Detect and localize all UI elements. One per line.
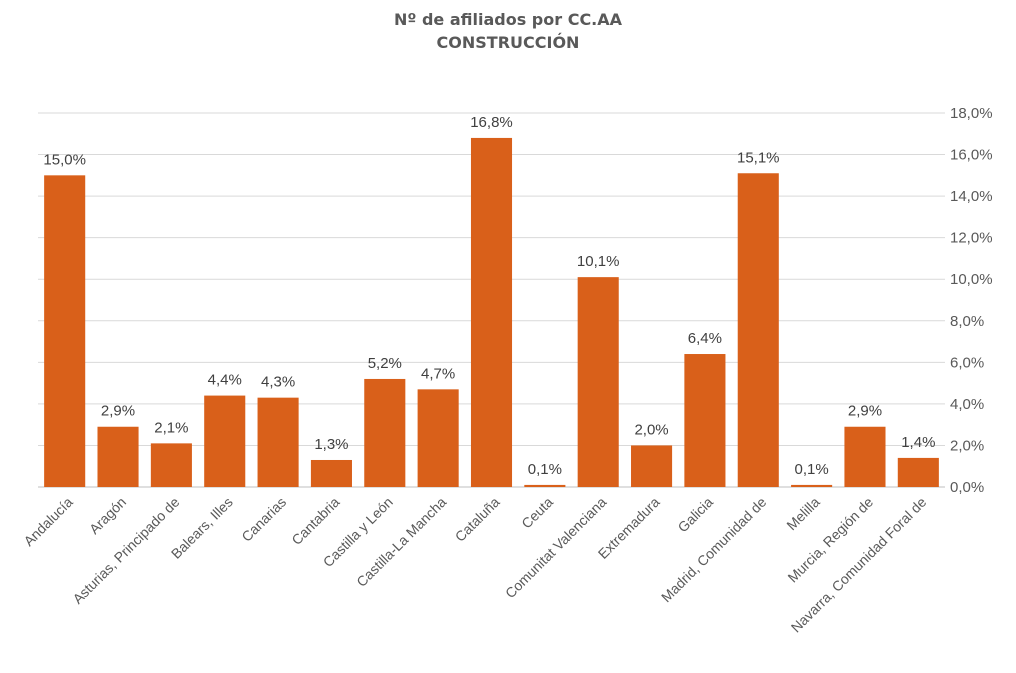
- bar: [470, 137, 513, 487]
- category-label: Cataluña: [452, 494, 503, 545]
- bar: [631, 445, 673, 487]
- category-label: Canarias: [238, 494, 289, 545]
- y-axis-tick-labels: 0,0% 2,0% 4,0% 6,0% 8,0% 10,0% 12,0% 14,0% 16,0%…: [950, 105, 993, 496]
- category-label: Cantabria: [288, 494, 342, 548]
- bar: [257, 397, 299, 487]
- y-tick-label: 10,0%: [950, 271, 993, 288]
- y-tick-label: 8,0%: [950, 313, 984, 330]
- category-label: Asturias, Principado de: [69, 494, 182, 607]
- data-label: 4,3%: [261, 374, 295, 391]
- category-label: Castilla-La Mancha: [353, 494, 449, 590]
- bar: [897, 457, 939, 487]
- data-label: 4,4%: [208, 372, 242, 389]
- y-tick-label: 12,0%: [950, 230, 993, 247]
- y-tick-label: 2,0%: [950, 437, 984, 454]
- y-tick-label: 14,0%: [950, 188, 993, 205]
- data-label: 4,7%: [421, 365, 455, 382]
- bar: [364, 378, 406, 487]
- bar: [791, 484, 833, 487]
- bar: [577, 277, 619, 487]
- bar: [417, 389, 459, 487]
- data-label: 2,1%: [154, 419, 188, 436]
- bar: [684, 354, 726, 487]
- data-label: 5,2%: [368, 355, 402, 372]
- bar: [44, 175, 86, 488]
- bar: [524, 484, 566, 487]
- data-label: 15,0%: [43, 151, 86, 168]
- data-label: 0,1%: [795, 461, 829, 478]
- bar: [150, 443, 192, 487]
- y-tick-label: 16,0%: [950, 147, 993, 164]
- data-label: 15,1%: [737, 149, 780, 166]
- category-label: Comunitat Valenciana: [502, 494, 610, 602]
- category-label: Galicia: [674, 494, 716, 536]
- data-label: 2,9%: [848, 403, 882, 420]
- data-label: 1,4%: [901, 434, 935, 451]
- category-label: Aragón: [86, 494, 129, 537]
- data-label: 16,8%: [470, 114, 513, 131]
- chart-title: Nº de afiliados por CC.AA: [393, 10, 623, 29]
- bar: [204, 395, 246, 487]
- y-tick-label: 4,0%: [950, 396, 984, 413]
- bars: [44, 137, 939, 488]
- data-label: 1,3%: [314, 436, 348, 453]
- data-label: 0,1%: [528, 461, 562, 478]
- bar: [310, 459, 352, 487]
- data-label: 2,0%: [634, 421, 668, 438]
- chart-title-block: Nº de afiliados por CC.AA CONSTRUCCIÓN: [0, 8, 1016, 54]
- data-label: 2,9%: [101, 403, 135, 420]
- category-label: Melilla: [783, 494, 823, 534]
- category-label: Andalucía: [20, 494, 75, 549]
- y-tick-label: 6,0%: [950, 354, 984, 371]
- chart-subtitle: CONSTRUCCIÓN: [436, 33, 580, 52]
- y-tick-label: 18,0%: [950, 105, 993, 122]
- data-label: 10,1%: [577, 253, 620, 270]
- y-tick-label: 0,0%: [950, 479, 984, 496]
- bar: [97, 426, 139, 487]
- category-label: Madrid, Comunidad de: [658, 494, 770, 606]
- bar: [737, 173, 779, 487]
- bar: [844, 426, 886, 487]
- data-labels: 15,0% 2,9% 2,1% 4,4% 4,3% 1,3% 5,2% 4,7% 16,8% 0,…: [43, 114, 935, 478]
- category-label: Ceuta: [518, 494, 556, 532]
- data-label: 6,4%: [688, 330, 722, 347]
